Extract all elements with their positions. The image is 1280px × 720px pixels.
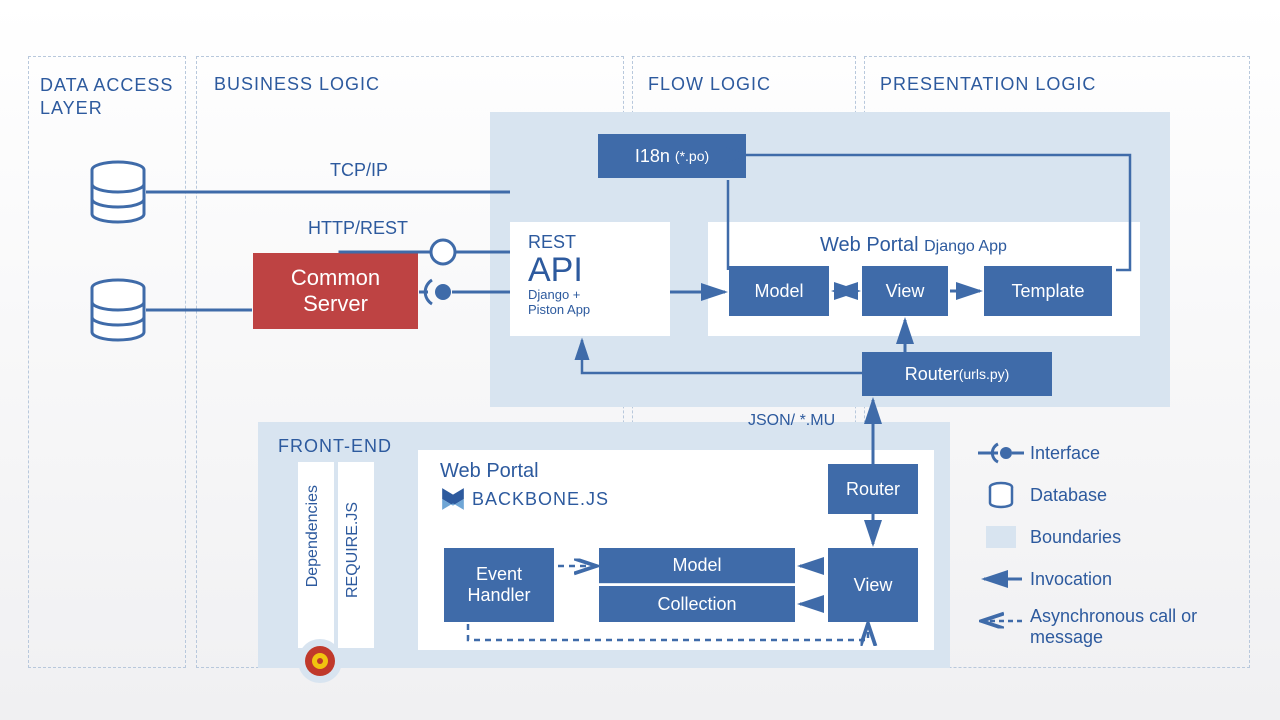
router-text: Router <box>905 364 959 385</box>
common-server-l2: Server <box>303 291 368 317</box>
i18n-text: I18n <box>635 146 670 167</box>
i18n-box: I18n (*.po) <box>598 134 746 178</box>
api-label: API <box>528 253 652 287</box>
template-box: Template <box>984 266 1112 316</box>
fe-collection-box: Collection <box>599 586 795 622</box>
legend-interface-label: Interface <box>1030 443 1100 464</box>
model-box: Model <box>729 266 829 316</box>
zone-data-access <box>28 56 186 668</box>
zone-flow-label: FLOW LOGIC <box>648 74 771 95</box>
fe-model-box: Model <box>599 548 795 584</box>
api-sub-label: Django + Piston App <box>528 287 608 317</box>
legend-invocation: Invocation <box>976 564 1246 594</box>
view-box: View <box>862 266 948 316</box>
fe-router-box: Router <box>828 464 918 514</box>
frontend-label: FRONT-END <box>278 436 392 457</box>
webportal-text: Web Portal <box>820 234 924 256</box>
web-portal-django-label: Web Portal Django App <box>820 234 1007 257</box>
rest-label: REST <box>528 232 652 253</box>
fe-event-box: Event Handler <box>444 548 554 622</box>
backbone-row: BACKBONE.JS <box>440 486 609 512</box>
legend-database-label: Database <box>1030 485 1107 506</box>
backbone-label: BACKBONE.JS <box>472 489 609 510</box>
target-icon <box>295 636 345 686</box>
webportal-sub: Django App <box>924 238 1007 255</box>
legend-async: Asynchronous call or message <box>976 606 1246 648</box>
zone-data-access-label: DATA ACCESS LAYER <box>40 74 180 119</box>
legend: Interface Database Boundaries Invocation… <box>976 438 1246 660</box>
fe-event-l2: Handler <box>467 585 530 606</box>
httprest-label: HTTP/REST <box>308 218 408 239</box>
fe-view-box: View <box>828 548 918 622</box>
common-server-l1: Common <box>291 265 380 291</box>
jsonmu-label: JSON/ *.MU <box>748 412 835 430</box>
legend-invocation-label: Invocation <box>1030 569 1112 590</box>
legend-boundaries: Boundaries <box>976 522 1246 552</box>
web-portal-fe-label: Web Portal <box>440 460 539 483</box>
backbone-icon <box>440 486 466 512</box>
common-server-box: Common Server <box>253 253 418 329</box>
legend-interface: Interface <box>976 438 1246 468</box>
legend-boundaries-label: Boundaries <box>1030 527 1121 548</box>
fe-event-l1: Event <box>476 564 522 585</box>
zone-presentation-label: PRESENTATION LOGIC <box>880 74 1096 95</box>
router-sub: (urls.py) <box>959 366 1010 382</box>
legend-async-label: Asynchronous call or message <box>1030 606 1220 648</box>
tcpip-label: TCP/IP <box>330 160 388 181</box>
router-box: Router (urls.py) <box>862 352 1052 396</box>
requirejs-label: REQUIRE.JS <box>344 502 362 598</box>
rest-api-panel: REST API Django + Piston App <box>510 222 670 336</box>
legend-database: Database <box>976 480 1246 510</box>
dependencies-label: Dependencies <box>304 485 322 587</box>
zone-business-label: BUSINESS LOGIC <box>214 74 380 95</box>
i18n-sub: (*.po) <box>675 148 709 164</box>
